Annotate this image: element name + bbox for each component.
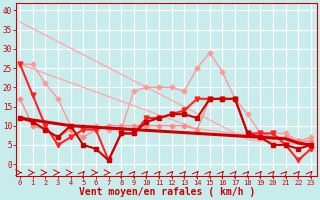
X-axis label: Vent moyen/en rafales ( km/h ): Vent moyen/en rafales ( km/h ): [79, 187, 255, 197]
